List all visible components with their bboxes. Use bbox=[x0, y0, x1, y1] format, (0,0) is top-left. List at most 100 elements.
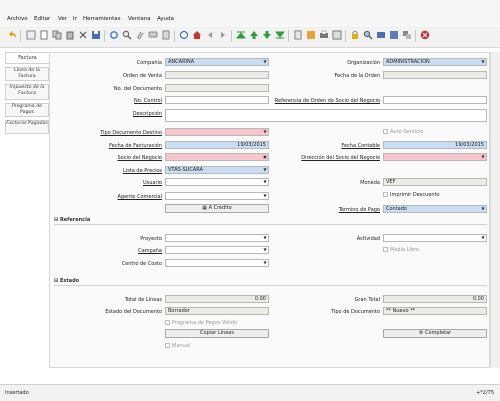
product-info-icon[interactable] bbox=[389, 30, 399, 40]
imprimir-descuento-checkbox[interactable] bbox=[383, 192, 388, 197]
fecha-orden-label: Fecha de la Orden bbox=[334, 73, 380, 79]
manual-checkbox[interactable] bbox=[165, 343, 170, 348]
undo-icon[interactable] bbox=[7, 30, 17, 40]
first-record-icon[interactable] bbox=[236, 30, 246, 40]
copy-record-icon[interactable] bbox=[52, 30, 62, 40]
usuario-field[interactable]: ▼ bbox=[165, 178, 269, 186]
record-counter[interactable]: +*2/75 bbox=[476, 390, 494, 396]
new-record-icon[interactable] bbox=[39, 30, 49, 40]
detail-record-icon[interactable] bbox=[218, 30, 228, 40]
help-icon[interactable] bbox=[26, 30, 36, 40]
cut-icon[interactable] bbox=[78, 30, 88, 40]
collapse-icon: ⊟ bbox=[54, 217, 60, 223]
tab-impuesto-factura[interactable]: Impuesto de la Factura bbox=[5, 84, 49, 100]
refresh-icon[interactable] bbox=[109, 30, 119, 40]
proyecto-field[interactable]: ▼ bbox=[165, 234, 269, 242]
parent-record-icon[interactable] bbox=[205, 30, 215, 40]
menu-editar[interactable]: Editar bbox=[34, 16, 51, 22]
print-icon[interactable] bbox=[319, 30, 329, 40]
fecha-contable-field[interactable]: 19/03/2015 bbox=[383, 141, 487, 149]
descripcion-field[interactable] bbox=[165, 109, 487, 122]
actividad-field[interactable]: ▼ bbox=[383, 234, 487, 242]
exit-icon[interactable] bbox=[420, 30, 430, 40]
tab-facturas-pagadas[interactable]: Facturas Pagadas bbox=[5, 120, 49, 134]
fecha-fact-field[interactable]: 19/03/2015 bbox=[165, 141, 269, 149]
next-record-icon[interactable] bbox=[262, 30, 272, 40]
tab-linea-factura[interactable]: Línea de la Factura bbox=[5, 67, 49, 81]
copiar-lineas-label: Copiar Líneas bbox=[200, 330, 234, 336]
home-icon[interactable] bbox=[192, 30, 202, 40]
tipo-documento-label: Tipo de Documento bbox=[331, 309, 380, 315]
archived-icon[interactable] bbox=[306, 30, 316, 40]
chat-icon[interactable] bbox=[148, 30, 158, 40]
auto-servicio-checkbox[interactable] bbox=[383, 129, 388, 134]
centro-costo-field[interactable]: ▼ bbox=[165, 259, 269, 267]
agente-field[interactable]: ▼ bbox=[165, 192, 269, 200]
no-control-label: No. Control bbox=[134, 98, 162, 104]
copiar-lineas-button[interactable]: Copiar Líneas bbox=[165, 329, 269, 338]
tab-programa-pagos[interactable]: Programa de Pagos bbox=[5, 103, 49, 117]
no-documento-label: No. del Documento bbox=[113, 86, 162, 92]
completar-label: Completar bbox=[424, 330, 452, 336]
lista-precios-field[interactable]: VTAS-SUCARA ▼ bbox=[165, 166, 269, 174]
report-icon[interactable] bbox=[293, 30, 303, 40]
agente-label: Agente Comercial bbox=[117, 194, 163, 200]
history-records-icon[interactable] bbox=[179, 30, 189, 40]
referencia-section-header[interactable]: ⊟ Referencia bbox=[54, 216, 487, 225]
workflow-icon[interactable] bbox=[402, 30, 412, 40]
chevron-down-icon: ▼ bbox=[263, 260, 267, 265]
direccion-field[interactable]: ▼ bbox=[383, 153, 487, 161]
tab-linea-label: Línea de la Factura bbox=[14, 68, 40, 79]
organizacion-label: Organización bbox=[347, 60, 380, 66]
chevron-down-icon: ▼ bbox=[481, 235, 485, 240]
lookup-icon[interactable]: ▣ bbox=[263, 154, 267, 159]
lock-icon[interactable] bbox=[350, 30, 360, 40]
organizacion-value: ADMINISTRACIÓN bbox=[386, 59, 430, 65]
vertical-scrollbar[interactable] bbox=[490, 52, 500, 368]
menu-archivo[interactable]: Archivo bbox=[7, 16, 28, 22]
ref-orden-field[interactable] bbox=[383, 96, 487, 104]
chevron-down-icon: ▼ bbox=[481, 59, 485, 64]
previous-record-icon[interactable] bbox=[249, 30, 259, 40]
estado-title: Estado bbox=[59, 278, 80, 284]
media-libro-checkbox[interactable] bbox=[383, 247, 388, 252]
menu-ayuda[interactable]: Ayuda bbox=[157, 16, 174, 22]
chevron-down-icon: ▼ bbox=[263, 59, 267, 64]
tipo-doc-field[interactable]: ▼ bbox=[165, 128, 269, 136]
fecha-contable-value: 19/03/2015 bbox=[455, 142, 484, 148]
delete-record-icon[interactable] bbox=[65, 30, 75, 40]
programa-pagos-checkbox[interactable] bbox=[165, 320, 170, 325]
print-preview-icon[interactable] bbox=[332, 30, 342, 40]
tipo-documento-field: ** Nuevo ** bbox=[383, 307, 487, 315]
tab-factura-label: Factura bbox=[18, 55, 37, 61]
termino-field[interactable]: Contado ▼ bbox=[383, 205, 487, 213]
no-control-field[interactable] bbox=[165, 96, 269, 104]
ref-orden-label: Referencia de Orden de Socio del Negocio bbox=[274, 98, 380, 104]
menu-ventana[interactable]: Ventana bbox=[128, 16, 151, 22]
actividad-label: Actividad bbox=[356, 236, 380, 242]
compania-value: ANCARINA bbox=[168, 59, 195, 65]
save-icon[interactable] bbox=[91, 30, 101, 40]
request-icon[interactable] bbox=[376, 30, 386, 40]
history-icon[interactable] bbox=[161, 30, 171, 40]
usuario-label: Usuario bbox=[142, 180, 162, 186]
descripcion-label: Descripción bbox=[132, 111, 162, 117]
tab-facturas-label: Facturas Pagadas bbox=[6, 121, 48, 126]
menu-ir[interactable]: Ir bbox=[73, 16, 77, 22]
menu-ver[interactable]: Ver bbox=[58, 16, 67, 22]
orden-venta-label: Orden de Venta bbox=[122, 73, 162, 79]
last-record-icon[interactable] bbox=[275, 30, 285, 40]
tab-factura[interactable]: Factura bbox=[5, 52, 49, 64]
socio-field[interactable]: ▣ bbox=[165, 153, 269, 161]
compania-field[interactable]: ANCARINA ▼ bbox=[165, 58, 269, 66]
menu-herramientas[interactable]: Herramientas bbox=[83, 16, 121, 22]
completar-button[interactable]: ⚙ Completar bbox=[383, 329, 487, 338]
organizacion-field[interactable]: ADMINISTRACIÓN ▼ bbox=[383, 58, 487, 66]
attachment-icon[interactable] bbox=[135, 30, 145, 40]
estado-section-header[interactable]: ⊟ Estado bbox=[54, 277, 487, 286]
auto-servicio-label: Auto-Servicio bbox=[390, 129, 424, 135]
find-icon[interactable] bbox=[122, 30, 132, 40]
a-credito-button[interactable]: ▦ A Crédito bbox=[165, 204, 269, 213]
zoom-across-icon[interactable] bbox=[363, 30, 373, 40]
campana-field[interactable]: ▼ bbox=[165, 246, 269, 254]
